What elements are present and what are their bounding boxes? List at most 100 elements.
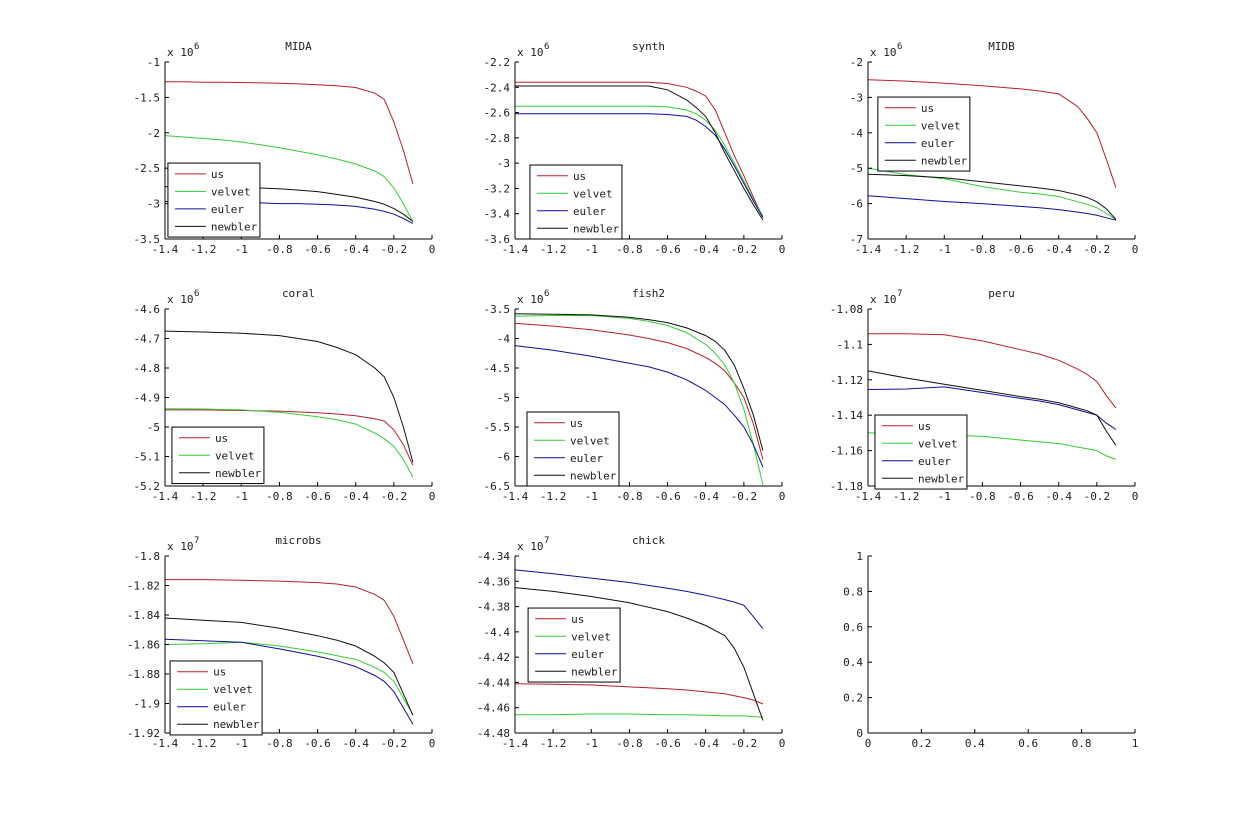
y-tick-label: -3.2 — [484, 182, 511, 195]
x-tick-label: -1 — [585, 490, 598, 503]
legend: us velvet euler newbler — [526, 411, 620, 487]
series-group — [164, 330, 414, 478]
series-line-us — [867, 79, 1117, 188]
x-tick-label: 1 — [1132, 737, 1139, 750]
series-group — [164, 579, 414, 725]
y-tick-label: -6 — [850, 198, 863, 211]
chart-svg: -1.4 -1.2 -1 -0.8 -0.6 -0.4 -0.2 0 -1.92 -1.9 -1.8… — [127, 534, 435, 750]
series-line-us — [165, 81, 414, 184]
x-tick-label: -0.4 — [342, 490, 369, 503]
chart-svg: -1.4 -1.2 -1 -0.8 -0.6 -0.4 -0.2 0 -1.18 -1.16 -1.… — [830, 287, 1138, 503]
x-tick-label: -1.2 — [540, 737, 567, 750]
y-tick-label: -5.2 — [134, 480, 161, 493]
legend-label-velvet: velvet — [211, 185, 251, 198]
x-tick-label: -0.2 — [731, 243, 758, 256]
legend-label-newbler: newbler — [213, 718, 260, 731]
x-tick-label: -1.4 — [502, 490, 529, 503]
chart-title: MIDB — [988, 40, 1015, 53]
x-tick-label: -0.8 — [616, 490, 643, 503]
series-line-euler — [514, 345, 764, 468]
x-tick-label: -0.4 — [1045, 243, 1072, 256]
series-line-euler — [867, 386, 1117, 430]
legend-label-newbler: newbler — [211, 220, 258, 233]
axes — [867, 556, 1135, 734]
y-tick-label: -2 — [850, 56, 863, 69]
legend: us velvet euler newbler — [167, 162, 261, 238]
legend-label-us: us — [921, 102, 934, 115]
x-tick-label: -0.8 — [616, 243, 643, 256]
y-tick-label: -5 — [497, 392, 510, 405]
y-scale-label: x 10 — [517, 293, 544, 306]
y-tick-label: -1.12 — [830, 374, 863, 387]
legend-label-us: us — [215, 432, 228, 445]
subplot-empty: 0 0.2 0.4 0.6 0.8 1 0 0.2 0.4 0.6 0.8 1 — [803, 516, 1153, 763]
x-tick-label: -0.4 — [692, 243, 719, 256]
legend-label-us: us — [573, 170, 586, 183]
x-tick-label: -1 — [235, 243, 248, 256]
x-tick-label: -1.4 — [855, 490, 882, 503]
subplot-mida: -1.4 -1.2 -1 -0.8 -0.6 -0.4 -0.2 0 -3.5 -3 -2.5 -2 -… — [100, 22, 450, 269]
y-tick-label: -2 — [147, 127, 160, 140]
y-scale-exponent: 6 — [897, 42, 902, 52]
y-tick-label: -2.5 — [134, 162, 161, 175]
x-tick-label: -0.6 — [1007, 243, 1034, 256]
x-tick-label: -0.8 — [969, 243, 996, 256]
x-tick-label: -1.4 — [855, 243, 882, 256]
x-tick-label: -0.4 — [342, 737, 369, 750]
y-tick-label: -5.1 — [134, 451, 161, 464]
legend-label-velvet: velvet — [571, 630, 611, 643]
y-tick-label: -4.44 — [477, 676, 510, 689]
x-tick-label: 0.6 — [1018, 737, 1038, 750]
x-tick-label: -0.6 — [654, 490, 681, 503]
y-tick-label: -3 — [497, 157, 510, 170]
legend: us velvet euler newbler — [527, 607, 621, 683]
legend-label-velvet: velvet — [570, 434, 610, 447]
x-tick-label: 0 — [429, 490, 436, 503]
legend-label-newbler: newbler — [921, 154, 968, 167]
legend: us velvet newbler — [171, 426, 265, 485]
legend-label-euler: euler — [921, 137, 954, 150]
chart-svg: -1.4 -1.2 -1 -0.8 -0.6 -0.4 -0.2 0 -3.6 -3.4 -3.2 -… — [484, 40, 786, 256]
chart-title: microbs — [275, 534, 321, 547]
y-tick-label: -5 — [850, 162, 863, 175]
series-line-velvet — [867, 167, 1117, 220]
y-tick-label: -1.9 — [134, 698, 161, 711]
x-tick-label: -1.4 — [152, 490, 179, 503]
y-tick-label: -2.4 — [484, 81, 511, 94]
x-tick-label: -1.2 — [540, 490, 567, 503]
legend-label-newbler: newbler — [215, 467, 262, 480]
x-tick-label: -0.2 — [381, 243, 408, 256]
legend-label-euler: euler — [570, 452, 603, 465]
series-line-us — [515, 81, 764, 218]
x-tick-label: -0.4 — [342, 243, 369, 256]
y-tick-label: -1.16 — [830, 445, 863, 458]
x-tick-label: -0.8 — [969, 490, 996, 503]
x-tick-label: -1 — [235, 737, 248, 750]
x-tick-label: -0.6 — [304, 737, 331, 750]
y-tick-label: -6 — [497, 451, 510, 464]
legend: us velvet euler newbler — [529, 164, 623, 240]
series-line-us — [165, 579, 414, 664]
series-line-newbler — [514, 587, 764, 721]
y-tick-label: -1.86 — [127, 639, 160, 652]
y-scale-label: x 10 — [517, 46, 544, 59]
series-line-us — [514, 322, 764, 460]
legend-label-euler: euler — [213, 701, 246, 714]
y-tick-label: -4.4 — [484, 626, 511, 639]
y-tick-label: -3.5 — [134, 233, 161, 246]
x-tick-label: -0.4 — [692, 490, 719, 503]
x-tick-label: 0 — [779, 490, 786, 503]
y-tick-label: -1.5 — [134, 91, 161, 104]
chart-title: MIDA — [285, 40, 312, 53]
legend-label-us: us — [571, 613, 584, 626]
y-tick-label: -1.1 — [837, 338, 864, 351]
y-scale-label: x 10 — [167, 46, 194, 59]
legend-box — [874, 414, 968, 490]
x-tick-label: -0.2 — [731, 737, 758, 750]
chart-title: fish2 — [632, 287, 665, 300]
series-line-velvet — [164, 135, 414, 223]
series-line-us — [514, 683, 764, 705]
x-tick-label: 0 — [865, 737, 872, 750]
legend-label-euler: euler — [918, 455, 951, 468]
